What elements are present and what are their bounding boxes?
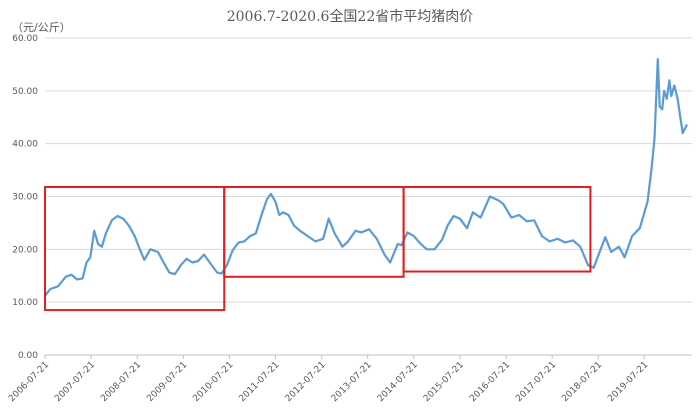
y-axis-label: （元/公斤） <box>12 21 71 34</box>
cycle-highlight-box <box>402 185 592 273</box>
x-tick-label: 2014-07-21 <box>376 360 420 404</box>
y-tick-label: 40.00 <box>12 140 38 150</box>
chart-title: 2006.7-2020.6全国22省市平均猪肉价 <box>226 9 474 25</box>
x-tick-label: 2018-07-21 <box>560 360 604 404</box>
y-axis: 0.00 10.00 20.00 30.00 40.00 50.00 60.00 <box>12 34 38 361</box>
x-axis: 2006-07-21 2007-07-21 2008-07-21 2009-07-21… <box>7 355 650 404</box>
price-series-line <box>43 57 688 297</box>
x-tick-label: 2006-07-21 <box>7 360 51 404</box>
x-tick-label: 2012-07-21 <box>284 360 328 404</box>
y-tick-label: 0.00 <box>18 351 38 361</box>
x-tick-label: 2010-07-21 <box>191 360 235 404</box>
x-tick-label: 2013-07-21 <box>330 360 374 404</box>
y-tick-label: 60.00 <box>12 34 38 44</box>
y-tick-label: 50.00 <box>12 87 38 97</box>
x-tick-label: 2008-07-21 <box>99 360 143 404</box>
cycle-highlight-box <box>223 185 405 278</box>
y-tick-label: 30.00 <box>12 193 38 203</box>
y-tick-label: 10.00 <box>12 298 38 308</box>
x-tick-label: 2017-07-21 <box>514 360 558 404</box>
x-tick-label: 2007-07-21 <box>53 360 97 404</box>
x-tick-label: 2011-07-21 <box>238 360 282 404</box>
cycle-highlight-box <box>44 185 226 312</box>
series-layer <box>43 57 688 297</box>
highlight-boxes <box>44 185 592 312</box>
x-tick-label: 2009-07-21 <box>145 360 189 404</box>
x-tick-label: 2019-07-21 <box>606 360 650 404</box>
y-tick-label: 20.00 <box>12 245 38 255</box>
gridlines <box>45 37 692 356</box>
x-tick-label: 2016-07-21 <box>468 360 512 404</box>
x-tick-label: 2015-07-21 <box>422 360 466 404</box>
